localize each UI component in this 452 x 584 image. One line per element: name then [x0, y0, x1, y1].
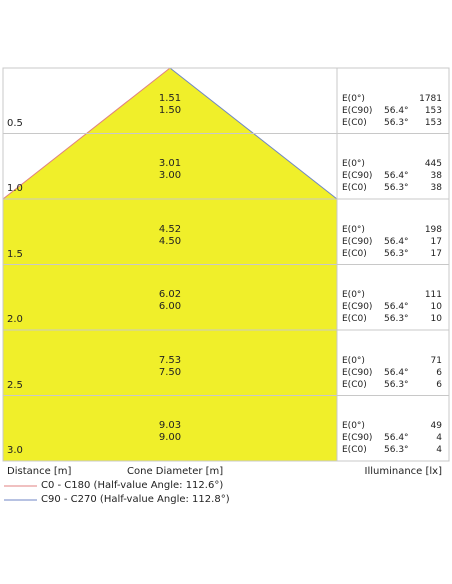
illuminance-ec90-value: 6 — [436, 367, 442, 378]
cone-diameter-c0: 3.00 — [158, 170, 182, 181]
illuminance-label-e0: E(0°) — [342, 421, 365, 431]
distance-value: 1.5 — [7, 248, 23, 260]
angle-c90: 56.4° — [384, 433, 409, 443]
legend-c90-label: C90 - C270 (Half-value Angle: 112.8°) — [41, 494, 230, 505]
illuminance-e0-value: 1781 — [419, 93, 442, 104]
cone-diameter-axis-label: Cone Diameter [m] — [127, 466, 224, 477]
illuminance-e0-value: 445 — [424, 159, 442, 169]
illuminance-ec90-value: 17 — [430, 236, 442, 247]
angle-c90: 56.4° — [384, 171, 409, 181]
angle-c0: 56.3° — [384, 379, 409, 390]
illuminance-ec0-value: 17 — [430, 248, 442, 259]
cone-diameter-c0: 4.50 — [158, 235, 182, 247]
illuminance-label-e0: E(0°) — [342, 355, 365, 366]
illuminance-ec0-value: 10 — [430, 314, 442, 324]
illuminance-label-ec90: E(C90) — [342, 367, 373, 378]
cone-diameter-c90: 6.02 — [158, 289, 182, 300]
illuminance-label-ec90: E(C90) — [342, 105, 373, 116]
distance-value: 2.0 — [7, 314, 23, 325]
illuminance-ec90-value: 38 — [430, 171, 442, 181]
illuminance-ec90-value: 10 — [430, 302, 442, 312]
illuminance-ec0-value: 6 — [436, 379, 442, 390]
illuminance-e0-value: 111 — [424, 290, 442, 300]
illuminance-label-e0: E(0°) — [342, 290, 365, 300]
illuminance-label-ec0: E(C0) — [342, 379, 367, 390]
angle-c90: 56.4° — [384, 367, 409, 378]
cone-diameter-c0: 1.50 — [158, 104, 182, 116]
distance-value: 2.5 — [7, 379, 23, 391]
illuminance-label-ec0: E(C0) — [342, 248, 367, 259]
illuminance-label-ec90: E(C90) — [342, 433, 373, 443]
illuminance-label-ec0: E(C0) — [342, 314, 367, 324]
illuminance-e0-value: 49 — [430, 421, 442, 431]
angle-c0: 56.3° — [384, 248, 409, 259]
illuminance-label-ec90: E(C90) — [342, 302, 373, 312]
illuminance-ec0-value: 4 — [436, 445, 442, 455]
illuminance-label-e0: E(0°) — [342, 159, 365, 169]
angle-c0: 56.3° — [384, 117, 409, 128]
illuminance-ec90-value: 153 — [424, 105, 442, 116]
angle-c0: 56.3° — [384, 314, 409, 324]
cone-diameter-c90: 7.53 — [158, 354, 182, 366]
illuminance-ec90-value: 4 — [436, 433, 442, 443]
distance-value: 3.0 — [7, 445, 23, 456]
illuminance-label-ec90: E(C90) — [342, 236, 373, 247]
angle-c90: 56.4° — [384, 105, 409, 116]
illuminance-label-ec0: E(C0) — [342, 445, 367, 455]
cone-diameter-c90: 3.01 — [158, 158, 182, 169]
cone-diameter-c90: 1.51 — [158, 92, 182, 104]
cone-diameter-c90: 4.52 — [158, 223, 182, 235]
illuminance-ec0-value: 153 — [424, 117, 442, 128]
illuminance-e0-value: 198 — [424, 224, 442, 235]
angle-c90: 56.4° — [384, 302, 409, 312]
illuminance-ec0-value: 38 — [430, 183, 442, 193]
legend-swatches — [4, 485, 37, 501]
illuminance-axis-label: Illuminance [lx] — [364, 466, 443, 477]
angle-c0: 56.3° — [384, 445, 409, 455]
distance-value: 0.5 — [7, 117, 23, 129]
cone-diameter-c0: 9.00 — [158, 432, 182, 443]
cone-diameter-c0: 7.50 — [158, 366, 182, 378]
legend-c0-label: C0 - C180 (Half-value Angle: 112.6°) — [41, 480, 224, 491]
illuminance-label-e0: E(0°) — [342, 93, 365, 104]
illuminance-label-ec0: E(C0) — [342, 183, 367, 193]
illuminance-label-ec90: E(C90) — [342, 171, 373, 181]
angle-c0: 56.3° — [384, 183, 409, 193]
cone-diameter-c90: 9.03 — [158, 420, 182, 431]
illuminance-e0-value: 71 — [430, 355, 442, 366]
cone-diameter-c0: 6.00 — [158, 301, 182, 312]
illuminance-label-e0: E(0°) — [342, 224, 365, 235]
distance-value: 1.0 — [7, 183, 23, 194]
angle-c90: 56.4° — [384, 236, 409, 247]
distance-axis-label: Distance [m] — [7, 466, 72, 477]
illuminance-label-ec0: E(C0) — [342, 117, 367, 128]
